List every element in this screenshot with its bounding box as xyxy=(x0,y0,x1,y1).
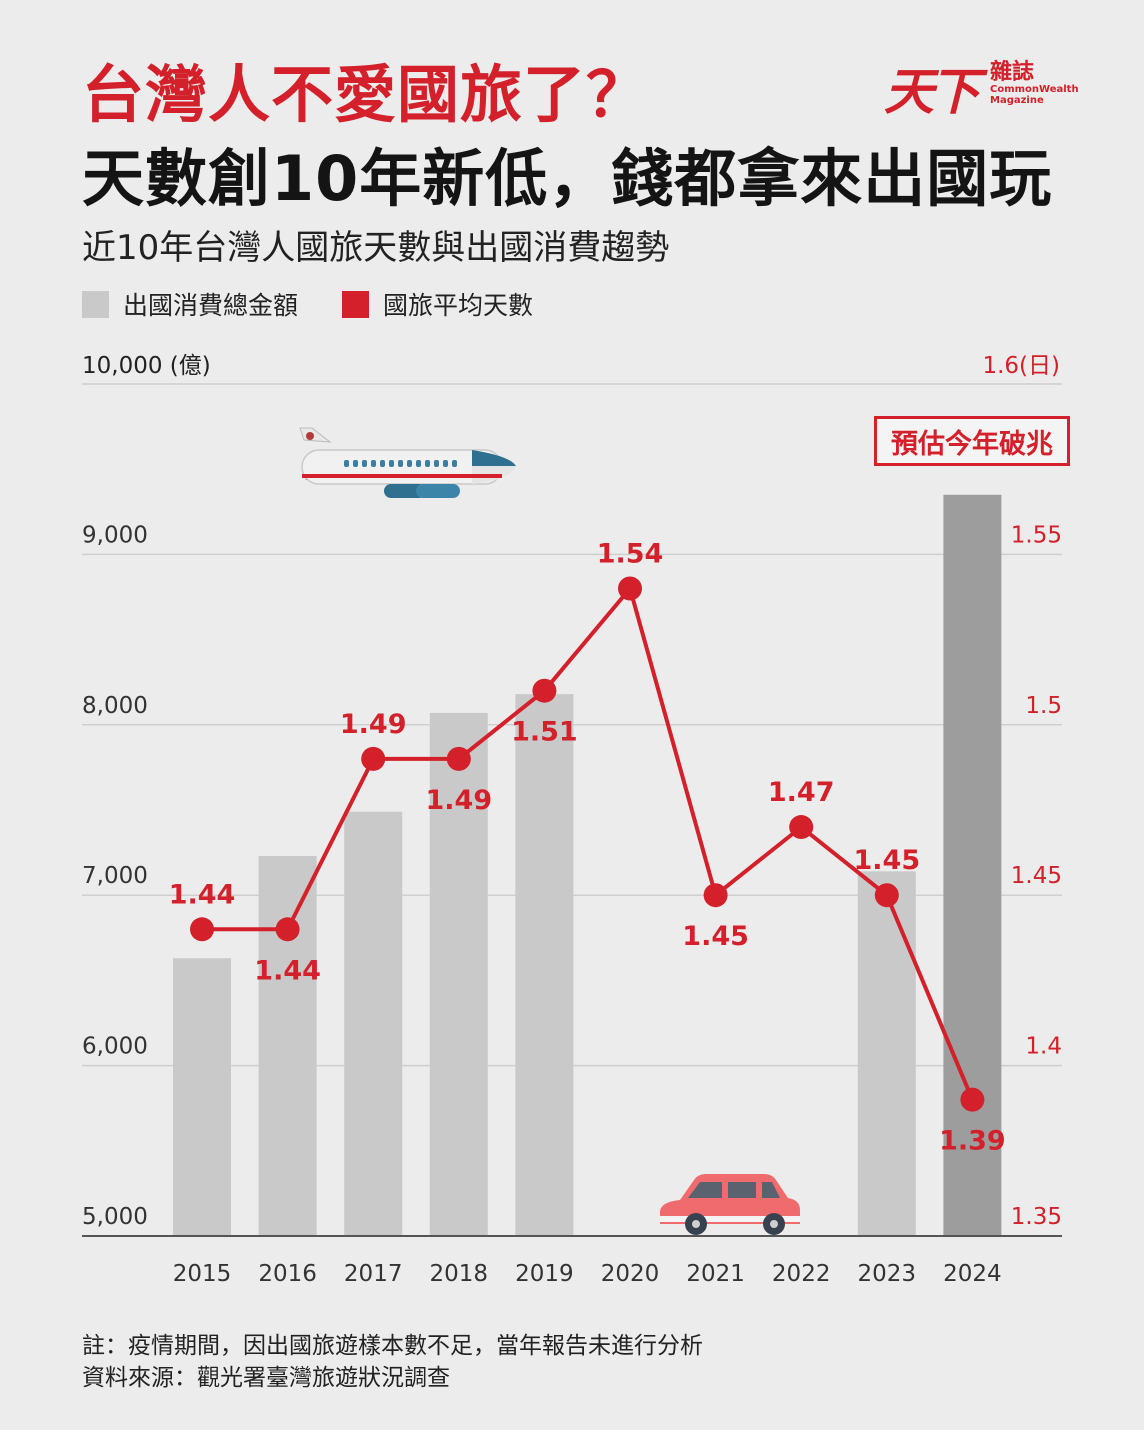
line-value-label: 1.44 xyxy=(254,955,321,986)
line-point-2024 xyxy=(960,1087,985,1112)
line-point-2019 xyxy=(532,678,557,703)
left-tick-label: 7,000 xyxy=(82,863,148,889)
data-source: 資料來源：觀光署臺灣旅遊狀況調查 xyxy=(82,1365,450,1391)
left-tick-label: 9,000 xyxy=(82,522,148,548)
line-point-2016 xyxy=(275,917,300,942)
x-tick-label: 2015 xyxy=(173,1261,232,1287)
legend-label-bars: 出國消費總金額 xyxy=(123,291,299,320)
left-axis-title: 10,000 (億) xyxy=(82,353,211,379)
brand-mark: 天下 xyxy=(884,62,980,121)
bar-series xyxy=(173,494,1002,1236)
legend-swatch-gray xyxy=(82,290,109,318)
headline-question: 台灣人不愛國旅了？ xyxy=(82,58,650,131)
line-point-2018 xyxy=(446,746,471,771)
line-value-label: 1.47 xyxy=(768,777,835,808)
x-tick-label: 2023 xyxy=(858,1261,917,1287)
line-value-label: 1.49 xyxy=(425,785,492,816)
bar-2017 xyxy=(344,811,403,1236)
left-tick-label: 5,000 xyxy=(82,1204,148,1230)
line-value-label: 1.39 xyxy=(939,1126,1006,1157)
left-tick-label: 6,000 xyxy=(82,1034,148,1060)
x-tick-label: 2022 xyxy=(772,1261,831,1287)
line-point-2021 xyxy=(703,883,728,908)
right-tick-label: 1.45 xyxy=(1011,863,1062,889)
airplane-icon xyxy=(299,427,516,498)
bar-2024 xyxy=(943,494,1002,1236)
x-tick-label: 2019 xyxy=(515,1261,574,1287)
bar-2023 xyxy=(857,871,916,1236)
line-value-label: 1.54 xyxy=(597,538,664,569)
line-value-label: 1.45 xyxy=(682,921,749,952)
bar-2019 xyxy=(515,694,574,1236)
footnote: 註：疫情期間，因出國旅遊樣本數不足，當年報告未進行分析 xyxy=(82,1333,703,1359)
axes: 5,0006,0007,0008,0009,0001.351.41.451.51… xyxy=(82,522,1062,1287)
line-point-2022 xyxy=(789,815,814,840)
bar-2016 xyxy=(258,856,317,1236)
line-value-label: 1.45 xyxy=(853,845,920,876)
bar-2018 xyxy=(429,712,488,1236)
chart-subtitle: 近10年台灣人國旅天數與出國消費趨勢 xyxy=(82,228,670,268)
right-axis-title: 1.6(日) xyxy=(982,353,1060,379)
legend-label-line: 國旅平均天數 xyxy=(383,291,534,320)
left-tick-label: 8,000 xyxy=(82,693,148,719)
line-path xyxy=(202,586,975,1101)
headline-main: 天數創10年新低，錢都拿來出國玩 xyxy=(82,142,1053,215)
x-tick-label: 2020 xyxy=(601,1261,660,1287)
line-point-2017 xyxy=(361,746,386,771)
x-tick-label: 2024 xyxy=(943,1261,1002,1287)
x-tick-label: 2021 xyxy=(686,1261,745,1287)
x-tick-label: 2018 xyxy=(430,1261,489,1287)
forecast-badge: 預估今年破兆 xyxy=(874,416,1070,466)
right-tick-label: 1.5 xyxy=(1025,693,1062,719)
line-value-label: 1.51 xyxy=(511,717,578,748)
line-value-label: 1.44 xyxy=(169,879,236,910)
x-tick-label: 2016 xyxy=(258,1261,317,1287)
bar-2015 xyxy=(173,958,231,1236)
line-point-2023 xyxy=(874,883,899,908)
legend-swatch-red xyxy=(342,290,369,318)
car-icon xyxy=(660,1174,800,1235)
line-value-label: 1.49 xyxy=(340,709,407,740)
legend-item-bars: 出國消費總金額 xyxy=(82,288,298,320)
line-series: 1.44 1.44 1.49 1.49 1.51 1.54 1.45 1.47 1.45 1.39 xyxy=(169,538,1006,1156)
line-point-2015 xyxy=(190,917,214,942)
right-tick-label: 1.35 xyxy=(1011,1204,1062,1230)
brand-name-zh: 雜誌 xyxy=(990,60,1035,85)
brand-logo: 天下 雜誌 CommonWealth Magazine xyxy=(880,52,1080,121)
right-tick-label: 1.4 xyxy=(1025,1034,1062,1060)
right-tick-label: 1.55 xyxy=(1011,522,1062,548)
x-tick-label: 2017 xyxy=(344,1261,403,1287)
brand-name-en: CommonWealth Magazine xyxy=(990,84,1079,106)
line-point-2020 xyxy=(618,576,642,601)
legend-item-line: 國旅平均天數 xyxy=(342,288,533,320)
